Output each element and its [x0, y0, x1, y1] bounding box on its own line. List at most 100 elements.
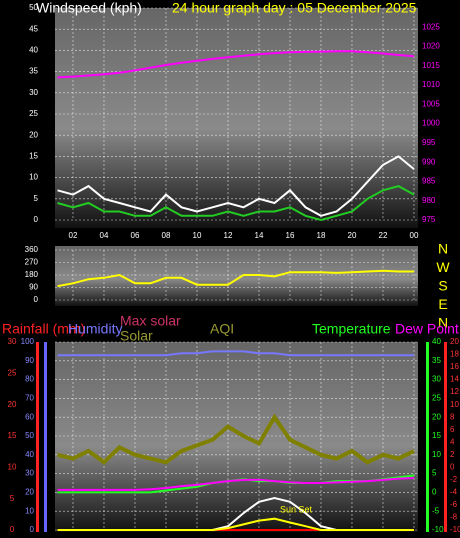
- y-tick-label: 0: [34, 215, 39, 224]
- y4-tick-label: 18: [450, 350, 459, 359]
- y-tick-label: 0: [34, 295, 39, 304]
- y4-tick-label: -8: [450, 513, 458, 522]
- y2-tick-label: 20: [432, 412, 441, 421]
- series-line: [57, 477, 415, 491]
- y-tick-label: 20: [25, 488, 34, 497]
- temperature-axis-bar: [426, 342, 429, 532]
- y2-tick-label: 25: [432, 394, 441, 403]
- series-line: [57, 50, 415, 79]
- x-tick-label: 02: [69, 231, 78, 240]
- y-tick-label: 45: [29, 24, 38, 33]
- y2-tick-label: 1010: [422, 80, 440, 89]
- series-line: [57, 517, 414, 531]
- x-tick-label: 16: [286, 231, 295, 240]
- y-tick-label: 20: [29, 130, 38, 139]
- y4-tick-label: 10: [450, 400, 459, 409]
- plot-area-wind: [55, 8, 418, 228]
- y3-tick-label: 30: [8, 337, 17, 346]
- x-tick-label: 00: [410, 231, 419, 240]
- y4-tick-label: -2: [450, 475, 458, 484]
- legend-label: Solar: [120, 328, 153, 344]
- y-tick-label: 5: [34, 194, 39, 203]
- y4-tick-label: 14: [450, 375, 459, 384]
- x-tick-label: 18: [317, 231, 326, 240]
- y2-tick-label: 0: [432, 488, 437, 497]
- rain-axis-bar: [36, 342, 39, 532]
- series-line: [57, 269, 414, 288]
- y3-tick-label: 10: [8, 462, 17, 471]
- y4-tick-label: 6: [450, 425, 455, 434]
- legend-label: Humidity: [68, 321, 122, 337]
- y2-tick-label: 1020: [422, 42, 440, 51]
- y4-tick-label: 2: [450, 450, 455, 459]
- dew-axis-bar: [444, 342, 447, 532]
- legend-label: Rainfall (mm): [2, 321, 85, 337]
- compass-label: N: [438, 241, 448, 257]
- y2-tick-label: 975: [422, 215, 436, 224]
- y2-tick-label: 1005: [422, 99, 440, 108]
- legend-label: AQI: [210, 321, 234, 337]
- y4-tick-label: 8: [450, 412, 455, 421]
- y-tick-label: 10: [29, 173, 38, 182]
- humidity-axis-bar: [44, 342, 47, 532]
- y-tick-label: 100: [21, 337, 35, 346]
- y-tick-label: 70: [25, 394, 34, 403]
- y-tick-label: 80: [25, 375, 34, 384]
- y-tick-label: 50: [25, 431, 34, 440]
- legend-label: Temperature: [312, 321, 391, 337]
- y3-tick-label: 15: [8, 431, 17, 440]
- y4-tick-label: -6: [450, 500, 458, 509]
- y4-tick-label: -4: [450, 488, 458, 497]
- x-tick-label: 14: [255, 231, 264, 240]
- y-tick-label: 35: [29, 67, 38, 76]
- y2-tick-label: 10: [432, 450, 441, 459]
- y-tick-label: 90: [29, 283, 38, 292]
- y2-tick-label: 30: [432, 375, 441, 384]
- y2-tick-label: 15: [432, 431, 441, 440]
- y-tick-label: 270: [25, 258, 39, 267]
- x-tick-label: 22: [379, 231, 388, 240]
- y4-tick-label: -10: [450, 525, 460, 534]
- y-tick-label: 15: [29, 152, 38, 161]
- y-tick-label: 180: [25, 270, 39, 279]
- y-tick-label: 30: [25, 469, 34, 478]
- plot-area-weather: [55, 342, 418, 532]
- y-tick-label: 40: [25, 450, 34, 459]
- y2-tick-label: 1025: [422, 22, 440, 31]
- annotation: Sun Set: [280, 504, 313, 514]
- y2-tick-label: 995: [422, 138, 436, 147]
- y3-tick-label: 25: [8, 368, 17, 377]
- y2-tick-label: 5: [432, 469, 437, 478]
- y3-tick-label: 5: [10, 494, 15, 503]
- y-tick-label: 10: [25, 506, 34, 515]
- y4-tick-label: 20: [450, 337, 459, 346]
- series-line: [57, 155, 415, 217]
- series-line: [57, 413, 415, 465]
- y-tick-label: 50: [29, 3, 38, 12]
- y4-tick-label: 16: [450, 362, 459, 371]
- y-tick-label: 30: [29, 88, 38, 97]
- y2-tick-label: 40: [432, 337, 441, 346]
- y-tick-label: 25: [29, 109, 38, 118]
- chart-title: 24 hour graph day : 05 December 2025: [172, 0, 417, 16]
- x-tick-label: 10: [193, 231, 202, 240]
- y2-tick-label: 1000: [422, 119, 440, 128]
- x-tick-label: 08: [162, 231, 171, 240]
- y-tick-label: 40: [29, 46, 38, 55]
- legend-label: Dew Point: [395, 321, 459, 337]
- x-tick-label: 04: [100, 231, 109, 240]
- y3-tick-label: 20: [8, 400, 17, 409]
- legend-label: Max solar: [120, 313, 181, 329]
- y4-tick-label: 0: [450, 462, 455, 471]
- y2-tick-label: 980: [422, 196, 436, 205]
- y-tick-label: 0: [30, 525, 35, 534]
- compass-label: N: [438, 315, 448, 331]
- y2-tick-label: 990: [422, 157, 436, 166]
- compass-label: S: [438, 278, 447, 294]
- y3-tick-label: 0: [10, 525, 15, 534]
- y2-tick-label: -10: [432, 525, 444, 534]
- y4-tick-label: 4: [450, 437, 455, 446]
- y4-tick-label: 12: [450, 387, 459, 396]
- compass-label: E: [438, 296, 447, 312]
